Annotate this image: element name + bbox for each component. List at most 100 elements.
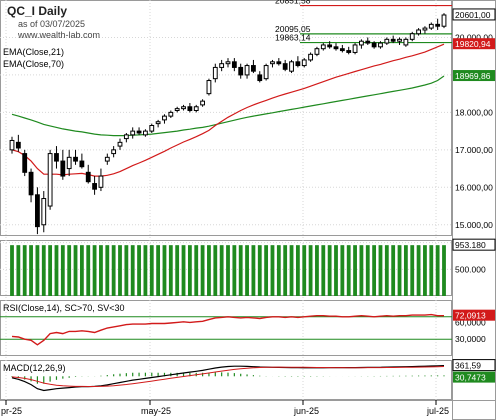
volume-bar: [308, 245, 313, 296]
volume-bar: [22, 245, 27, 296]
candle-body: [359, 40, 364, 46]
ema21-line: [11, 43, 445, 177]
volume-bar: [54, 245, 59, 296]
candle-body: [244, 65, 250, 76]
panel-frame-macd: [0, 360, 452, 400]
candle-body: [181, 106, 186, 110]
volume-bar: [327, 245, 332, 296]
volume-bar: [48, 245, 53, 296]
price-tick-label: 17.000,00: [455, 145, 493, 155]
candle-body: [162, 115, 167, 121]
rsi-panel-label: RSI(Close,14), SC>70, SV<30: [3, 303, 125, 313]
volume-bar: [384, 245, 389, 296]
volume-bar: [111, 245, 116, 296]
volume-panel: [10, 245, 446, 296]
volume-bar: [289, 245, 294, 296]
macd-panel-label: MACD(12,26,9): [3, 363, 66, 373]
volume-bar: [346, 245, 351, 296]
volume-bar: [423, 245, 427, 296]
candle-body: [308, 53, 313, 61]
volume-bar: [276, 245, 281, 296]
volume-bar: [359, 245, 364, 296]
volume-bar: [435, 245, 440, 296]
volume-bar: [232, 245, 237, 296]
rsi-marker-label: 72,0913: [455, 311, 486, 321]
panel-frame-price: [0, 0, 452, 236]
candle-body: [231, 61, 237, 68]
macd-signal-line: [11, 366, 445, 387]
candle-body: [346, 50, 352, 53]
volume-bar: [378, 245, 383, 296]
volume-bar: [143, 245, 148, 296]
candle-body: [104, 156, 110, 162]
level-label: 20851,58: [275, 0, 311, 6]
candle-body: [85, 171, 91, 183]
volume-bar: [270, 245, 275, 296]
volume-bar: [429, 245, 434, 296]
candle-body: [143, 130, 148, 136]
candle-body: [403, 38, 409, 46]
candle-body: [257, 74, 263, 82]
volume-bar: [99, 245, 103, 296]
volume-bar: [10, 245, 14, 296]
volume-bar: [137, 245, 141, 296]
volume-bar: [403, 245, 408, 296]
volume-bar: [340, 245, 345, 296]
candle-body: [155, 121, 161, 125]
candle-body: [174, 108, 180, 112]
volume-bar: [245, 245, 249, 296]
volume-bar: [149, 245, 154, 296]
ema70-line: [11, 75, 445, 137]
volume-bar: [73, 245, 78, 296]
candle-body: [35, 194, 40, 228]
candle-body: [41, 198, 47, 226]
volume-bar: [410, 245, 415, 296]
volume-bar: [162, 245, 167, 296]
volume-bar: [156, 245, 161, 296]
panel-frame-vol: [0, 240, 452, 296]
rsi-panel: [0, 313, 452, 346]
candle-body: [9, 139, 15, 151]
candle-body: [295, 61, 301, 67]
volume-bar: [118, 245, 122, 296]
volume-bar: [391, 245, 396, 296]
volume-bar: [219, 245, 224, 296]
price-marker-box: [452, 8, 496, 21]
volume-bar: [60, 245, 65, 296]
candle-body: [416, 29, 421, 35]
volume-bar: [442, 245, 446, 296]
volume-bar: [238, 245, 243, 296]
candle-body: [301, 59, 307, 67]
candle-body: [270, 61, 275, 65]
volume-bar: [334, 245, 338, 296]
axis-layer: 15.000,0016.000,0017.000,0018.000,0019.0…: [1, 32, 493, 416]
volume-bar: [187, 245, 192, 296]
volume-marker-label: 953.180: [455, 240, 486, 250]
rsi-tick-label: 60,0000: [455, 317, 486, 327]
candle-body: [22, 153, 28, 173]
volume-bar: [130, 245, 135, 296]
price-marker-box: [453, 38, 495, 50]
rsi-line: [11, 313, 444, 346]
candle-body: [320, 44, 326, 50]
macd-panel: [11, 365, 445, 392]
y-axis-area: [452, 0, 496, 420]
price-tick-label: 15.000,00: [455, 220, 493, 230]
x-tick-label: jun-25: [293, 406, 319, 416]
macd-marker-label: 361,59: [455, 361, 481, 371]
candle-body: [168, 111, 174, 117]
volume-tick-label: 500.000: [455, 264, 486, 274]
volume-bar: [67, 245, 72, 296]
candle-body: [130, 130, 136, 136]
volume-bar: [257, 245, 262, 296]
candle-body: [117, 141, 123, 147]
volume-bar: [264, 245, 269, 296]
candle-body: [47, 153, 53, 207]
volume-bar: [105, 245, 110, 296]
volume-bar: [365, 245, 370, 296]
candle-body: [79, 160, 85, 168]
volume-bar: [226, 245, 230, 296]
candle-body: [289, 61, 294, 72]
candle-body: [98, 175, 104, 188]
